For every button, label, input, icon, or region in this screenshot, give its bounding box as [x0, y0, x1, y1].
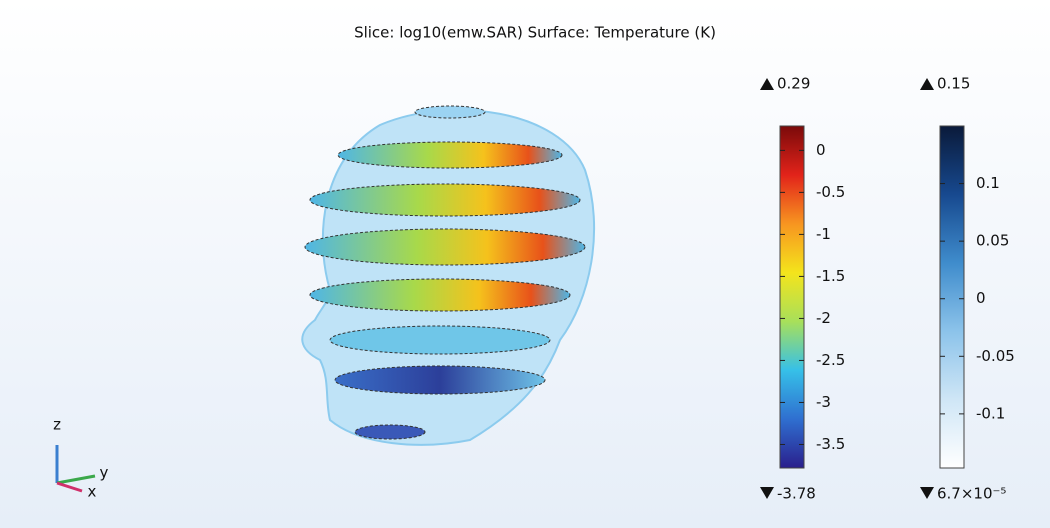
plot-title: Slice: log10(emw.SAR) Surface: Temperatu… — [354, 24, 716, 42]
min-label: -3.78 — [777, 485, 816, 503]
tick-label: -3.5 — [816, 435, 845, 453]
tick-label: -0.1 — [976, 404, 1005, 422]
tick-label: -1 — [816, 225, 831, 243]
axis-label: y — [100, 464, 109, 482]
axis-label: z — [53, 416, 61, 434]
tick-label: -2 — [816, 309, 831, 327]
axis-label: x — [88, 483, 97, 501]
tick-label: -0.5 — [816, 183, 845, 201]
tick-label: -0.05 — [976, 347, 1015, 365]
min-label: 6.7×10⁻⁵ — [937, 485, 1006, 503]
max-label: 0.15 — [937, 75, 970, 93]
colorbar — [780, 126, 804, 468]
tick-label: 0.1 — [976, 174, 1000, 192]
tick-label: 0.05 — [976, 232, 1009, 250]
max-label: 0.29 — [777, 75, 810, 93]
tick-label: -2.5 — [816, 351, 845, 369]
tick-label: -3 — [816, 393, 831, 411]
colorbar — [940, 126, 964, 468]
page: {"title":"Slice: log10(emw.SAR) Surface:… — [0, 0, 1050, 528]
tick-label: 0 — [976, 289, 986, 307]
tick-label: 0 — [816, 141, 826, 159]
viewport: Slice: log10(emw.SAR) Surface: Temperatu… — [0, 0, 1050, 528]
tick-label: -1.5 — [816, 267, 845, 285]
